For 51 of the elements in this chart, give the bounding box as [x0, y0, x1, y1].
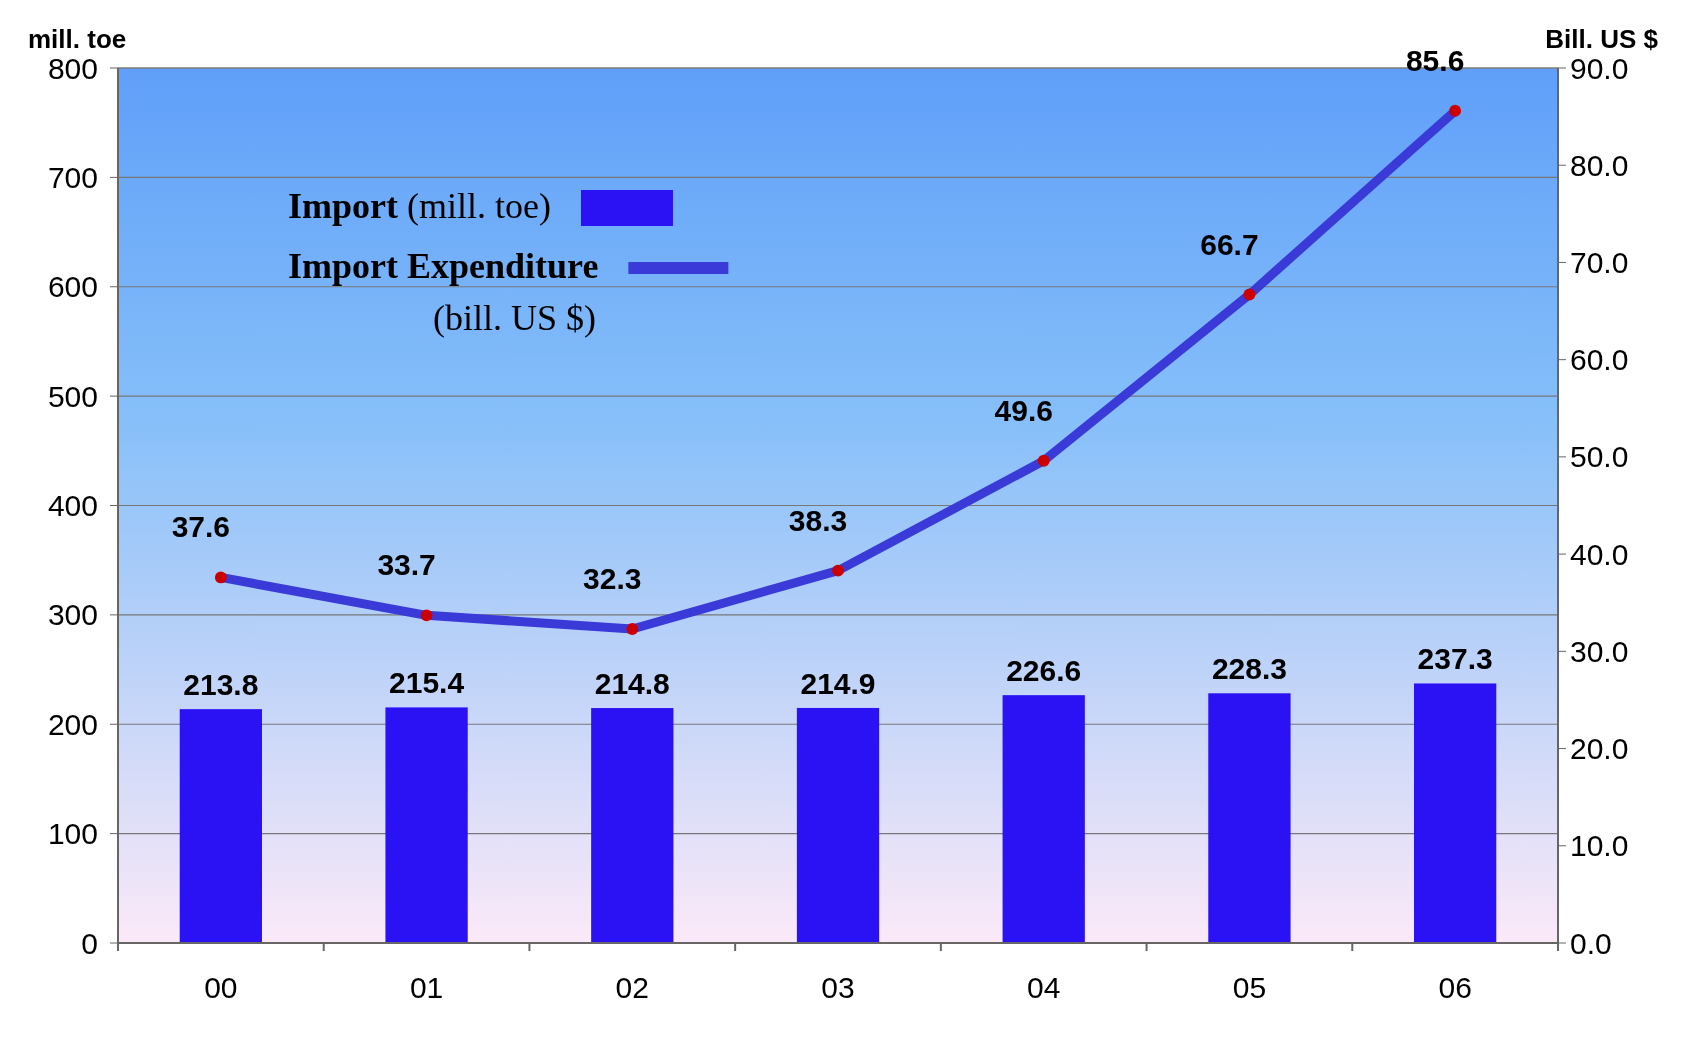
y2-tick-label: 60.0: [1570, 343, 1629, 377]
x-tick-label: 02: [615, 971, 649, 1004]
y-tick-label: 700: [47, 160, 98, 194]
data-label: 37.6: [171, 510, 231, 544]
data-label: 33.7: [377, 548, 436, 582]
bar: [1208, 693, 1291, 943]
data-label: 226.6: [1006, 654, 1082, 688]
bar: [385, 707, 468, 943]
y-tick-label: 400: [47, 489, 98, 522]
y-axis-title: mill. toe: [28, 24, 127, 54]
bar: [591, 708, 674, 943]
y2-axis-title: Bill. US $: [1545, 24, 1659, 54]
data-label: 214.8: [594, 667, 670, 701]
data-label: 49.6: [994, 393, 1053, 427]
data-label: 38.3: [788, 503, 848, 537]
y2-tick-label: 0.0: [1570, 926, 1612, 960]
y-tick-label: 0: [81, 926, 98, 960]
data-label: 213.8: [183, 668, 259, 702]
y2-tick-label: 90.0: [1570, 51, 1629, 85]
y-tick-label: 800: [47, 51, 98, 85]
data-label: 32.3: [583, 561, 642, 595]
data-label: 66.7: [1200, 227, 1259, 261]
x-tick-label: 01: [409, 971, 444, 1004]
bar: [1414, 683, 1497, 943]
y2-tick-label: 40.0: [1570, 537, 1629, 571]
y-tick-label: 100: [47, 817, 98, 851]
y2-tick-label: 50.0: [1570, 440, 1629, 474]
y2-tick-label: 10.0: [1570, 829, 1629, 863]
data-label: 214.9: [800, 666, 876, 700]
y2-tick-label: 20.0: [1570, 732, 1629, 766]
y2-tick-label: 80.0: [1570, 148, 1629, 182]
legend-label: Import Expenditure (bill. US $): [288, 246, 599, 338]
data-label: 85.6: [1405, 43, 1465, 77]
y2-tick-label: 30.0: [1570, 634, 1629, 668]
bar: [179, 709, 262, 943]
y2-tick-label: 70.0: [1570, 245, 1629, 279]
y-tick-label: 200: [47, 707, 98, 741]
legend-label: Import (mill. toe): [288, 186, 551, 226]
x-tick-label: 04: [1027, 971, 1061, 1004]
x-tick-label: 05: [1232, 971, 1267, 1004]
bar: [1002, 695, 1085, 943]
x-tick-label: 06: [1438, 971, 1472, 1004]
x-tick-label: 03: [821, 971, 855, 1004]
x-tick-label: 00: [204, 971, 238, 1004]
y-tick-label: 500: [47, 379, 98, 413]
bar: [796, 707, 880, 943]
data-label: 237.3: [1417, 642, 1493, 676]
data-label: 215.4: [389, 666, 465, 700]
y-tick-label: 600: [47, 270, 98, 304]
data-label: 228.3: [1211, 652, 1287, 686]
y-tick-label: 300: [47, 598, 98, 632]
